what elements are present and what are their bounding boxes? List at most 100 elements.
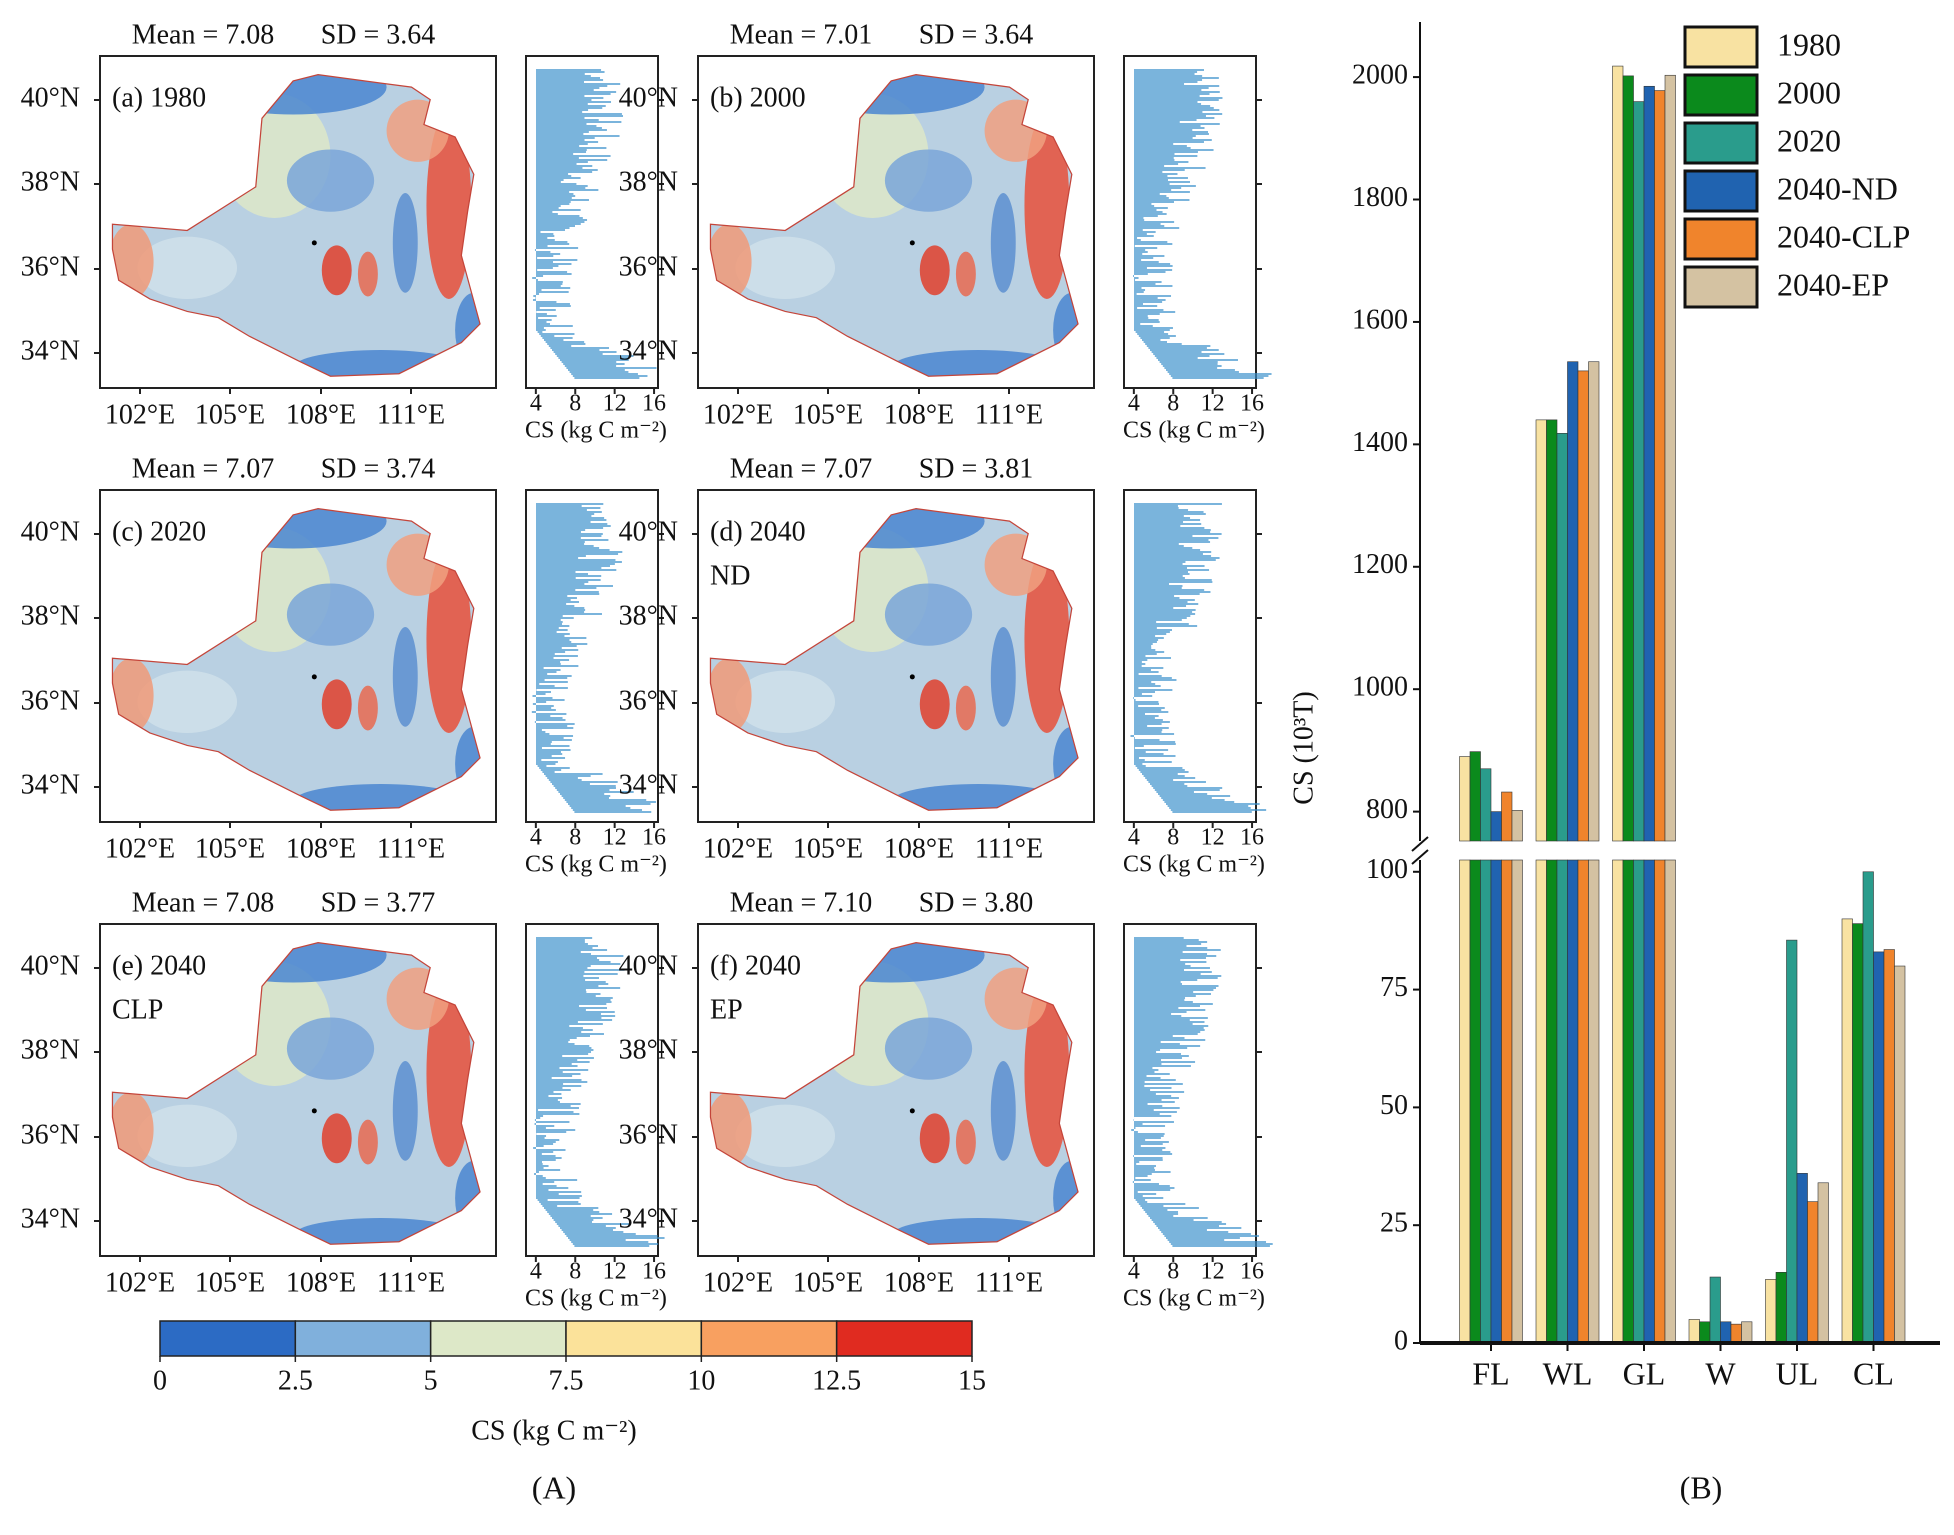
lat-label: 36°N bbox=[619, 685, 678, 716]
bar bbox=[1730, 1323, 1742, 1344]
lon-label: 105°E bbox=[195, 1267, 265, 1298]
bar bbox=[1622, 75, 1634, 842]
sd-text: SD = 3.80 bbox=[919, 887, 1034, 918]
map-label: (e) 2040 bbox=[112, 950, 206, 981]
colorbar-segment bbox=[835, 1320, 973, 1357]
bar-lower bbox=[1633, 859, 1645, 1344]
lat-label: 38°N bbox=[619, 1034, 678, 1065]
map-patch bbox=[891, 1218, 1066, 1245]
map-patch bbox=[710, 224, 752, 299]
colorbar-segment bbox=[294, 1320, 432, 1357]
lon-label: 111°E bbox=[975, 1267, 1043, 1298]
colorbar-tick-label: 12.5 bbox=[812, 1365, 861, 1396]
y-axis-label: CS (10³T) bbox=[1288, 691, 1319, 804]
map-patch bbox=[321, 245, 352, 296]
map-outline bbox=[709, 508, 1079, 811]
profile-x-label: CS (kg C m⁻²) bbox=[525, 852, 667, 878]
map-patch bbox=[990, 627, 1016, 727]
bar-lower bbox=[1511, 859, 1523, 1344]
bar-lower bbox=[1664, 859, 1676, 1344]
profile-lines bbox=[1131, 937, 1273, 1247]
bar bbox=[1567, 361, 1579, 842]
map-patch bbox=[1024, 980, 1070, 1167]
bar-lower bbox=[1622, 859, 1634, 1344]
map-label: (f) 2040 bbox=[710, 950, 801, 981]
map-label: (d) 2040 bbox=[710, 516, 806, 547]
profile-x-tick-label: 16 bbox=[642, 1259, 666, 1285]
y-tick-label: 1400 bbox=[1352, 427, 1408, 458]
bar-lower bbox=[1643, 859, 1655, 1344]
map-dot bbox=[909, 674, 915, 680]
lon-label: 111°E bbox=[975, 833, 1043, 864]
lon-label: 102°E bbox=[105, 1267, 175, 1298]
map-patch bbox=[357, 1119, 378, 1165]
lat-label: 34°N bbox=[619, 335, 678, 366]
lat-label: 36°N bbox=[619, 1119, 678, 1150]
lon-label: 108°E bbox=[286, 833, 356, 864]
bar bbox=[1862, 871, 1874, 1344]
map-patch bbox=[891, 350, 1066, 377]
lon-label: 108°E bbox=[286, 1267, 356, 1298]
profile-x-tick-label: 16 bbox=[642, 391, 666, 417]
bar bbox=[1546, 419, 1558, 842]
map-dot bbox=[909, 240, 915, 246]
lon-label: 111°E bbox=[377, 1267, 445, 1298]
map-patch bbox=[357, 685, 378, 731]
bar bbox=[1588, 361, 1600, 842]
profile-x-tick-label: 16 bbox=[1240, 825, 1264, 851]
map-label: ND bbox=[710, 560, 750, 591]
legend-swatch bbox=[1683, 121, 1759, 165]
map-patch bbox=[286, 583, 375, 646]
bar-lower bbox=[1577, 859, 1589, 1344]
map-patch bbox=[919, 679, 950, 730]
legend-swatch bbox=[1683, 169, 1759, 213]
map-patch bbox=[884, 1017, 973, 1080]
bar-lower bbox=[1501, 859, 1513, 1344]
map-patch bbox=[286, 1017, 375, 1080]
bar-lower bbox=[1588, 859, 1600, 1344]
lat-label: 40°N bbox=[619, 82, 678, 113]
bar bbox=[1741, 1321, 1753, 1344]
map-outline bbox=[111, 74, 481, 377]
bar-lower bbox=[1556, 859, 1568, 1344]
lon-label: 108°E bbox=[884, 833, 954, 864]
x-tick-label: CL bbox=[1853, 1355, 1894, 1391]
lat-label: 38°N bbox=[21, 600, 80, 631]
map-label: CLP bbox=[112, 994, 163, 1025]
map-patch bbox=[112, 1092, 154, 1167]
axis-break bbox=[1411, 849, 1429, 865]
profile-x-tick-label: 12 bbox=[1201, 391, 1225, 417]
map-patch bbox=[919, 245, 950, 296]
map-patch bbox=[321, 1113, 352, 1164]
colorbar-tick-label: 10 bbox=[687, 1365, 715, 1396]
profile-x-tick-label: 4 bbox=[530, 825, 542, 851]
colorbar-tick-label: 15 bbox=[958, 1365, 986, 1396]
x-tick-label: FL bbox=[1472, 1355, 1509, 1391]
bar bbox=[1796, 1173, 1808, 1344]
y-tick-label: 1200 bbox=[1352, 549, 1408, 580]
lon-label: 108°E bbox=[286, 399, 356, 430]
bar bbox=[1817, 1182, 1829, 1344]
lon-label: 108°E bbox=[884, 399, 954, 430]
profile-x-tick-label: 8 bbox=[1167, 391, 1179, 417]
bar-lower bbox=[1546, 859, 1558, 1344]
profile-x-tick-label: 16 bbox=[1240, 1259, 1264, 1285]
bar-lower bbox=[1490, 859, 1502, 1344]
profile-x-tick-label: 4 bbox=[530, 1259, 542, 1285]
lat-label: 34°N bbox=[619, 769, 678, 800]
bar-lower bbox=[1459, 859, 1471, 1344]
map-patch bbox=[392, 1061, 418, 1161]
bar bbox=[1688, 1319, 1700, 1344]
lat-label: 36°N bbox=[21, 685, 80, 716]
map-dot bbox=[311, 674, 317, 680]
lat-label: 40°N bbox=[619, 516, 678, 547]
profile-lines bbox=[1130, 503, 1267, 813]
lon-label: 102°E bbox=[703, 1267, 773, 1298]
colorbar-tick-label: 7.5 bbox=[549, 1365, 584, 1396]
map-dot bbox=[909, 1108, 915, 1114]
map-label: EP bbox=[710, 994, 743, 1025]
lat-label: 34°N bbox=[21, 335, 80, 366]
lat-label: 36°N bbox=[21, 251, 80, 282]
colorbar-tick-label: 2.5 bbox=[278, 1365, 313, 1396]
bar bbox=[1480, 768, 1492, 842]
